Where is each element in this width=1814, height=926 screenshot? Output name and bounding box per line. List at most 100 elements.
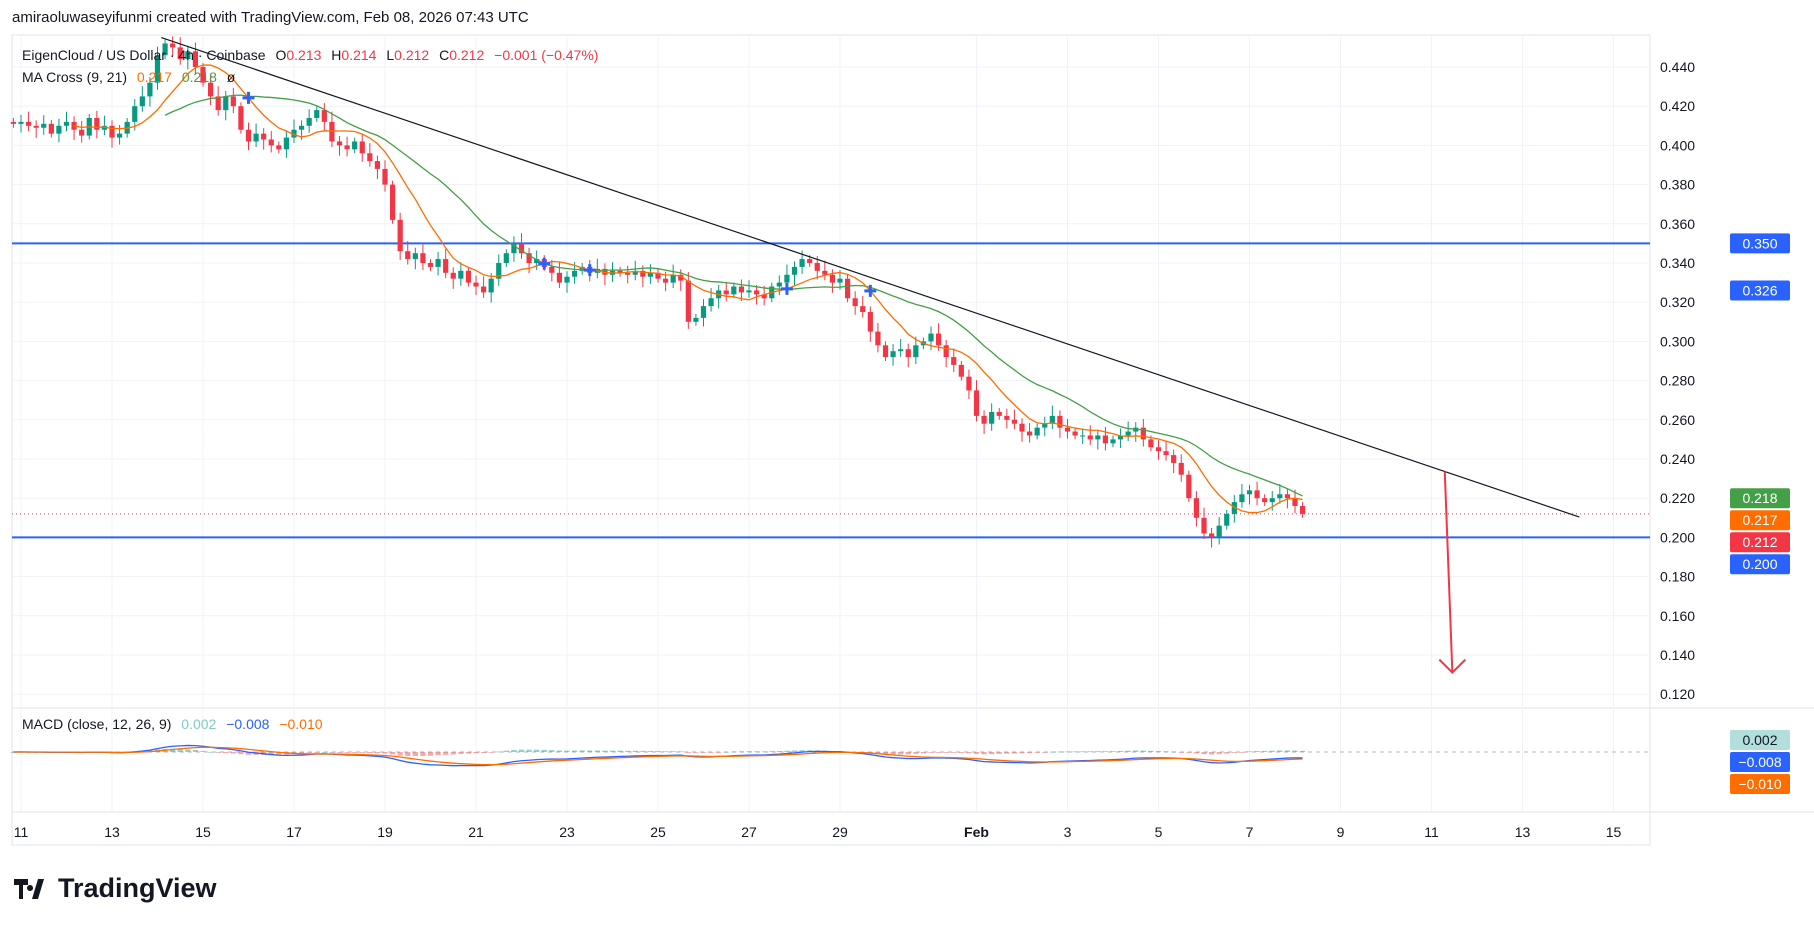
candle-body [200, 67, 206, 83]
tradingview-logo[interactable]: TradingView [14, 873, 217, 904]
macd-badge-bg [1730, 752, 1790, 772]
candle-body [534, 259, 540, 263]
macd-histogram-bar [731, 751, 737, 753]
candle [625, 265, 631, 284]
candle [852, 291, 858, 315]
candle [223, 90, 229, 121]
candle-body [245, 129, 252, 142]
candle [716, 284, 722, 309]
macd-histogram-bar [215, 752, 221, 753]
candle [981, 410, 987, 434]
candle-body [177, 47, 183, 60]
candle-body [640, 270, 646, 277]
ohlc-row: EigenCloud / US Dollar · 4h · Coinbase O… [22, 44, 598, 66]
macd-histogram-bar [966, 752, 972, 754]
candle-body [306, 117, 312, 126]
candle [738, 279, 745, 302]
candle [1049, 405, 1055, 430]
close-label: C [439, 47, 450, 63]
ma-extra-value: ø [226, 69, 236, 85]
chart-attribution: amiraoluwaseyifunmi created with Trading… [12, 9, 529, 26]
candle [170, 36, 176, 57]
candle [238, 102, 244, 134]
candle [480, 276, 487, 298]
candle [71, 116, 77, 140]
candle [1254, 481, 1260, 506]
macd-indicator-name[interactable]: MACD (close, 12, 26, 9) [22, 716, 172, 732]
y-tick-label: 0.360 [1660, 216, 1695, 232]
macd-histogram-bar [609, 750, 616, 752]
ma-indicator-name[interactable]: MA Cross (9, 21) [22, 69, 128, 85]
candle-body [298, 125, 305, 130]
macd-histogram-bar [10, 752, 17, 753]
candle [1125, 421, 1131, 441]
candle [1299, 502, 1306, 518]
macd-histogram-bar [382, 752, 388, 754]
macd-histogram-bar [1193, 752, 1200, 754]
y-tick-label: 0.120 [1660, 686, 1695, 702]
macd-histogram-bar [981, 752, 987, 755]
candle [101, 115, 108, 136]
x-tick-label: 15 [195, 824, 211, 840]
macd-histogram-bar [458, 752, 464, 754]
candle [427, 259, 434, 271]
macd-histogram-bar [207, 751, 214, 753]
macd-histogram-bar [1148, 750, 1154, 752]
candle [306, 109, 312, 133]
macd-histogram-bar [951, 752, 957, 753]
candle [63, 111, 70, 132]
candle [132, 99, 138, 131]
candle [1155, 440, 1162, 460]
price-badge-label: 0.326 [1742, 282, 1777, 298]
macd-histogram-bar [1186, 752, 1192, 753]
candle-body [268, 139, 274, 146]
candle-body [905, 349, 911, 358]
macd-histogram-bar [1155, 751, 1162, 752]
macd-histogram-bar [556, 750, 563, 752]
candle-body [192, 51, 199, 67]
macd-histogram-bar [268, 752, 274, 755]
macd-histogram-bar [761, 751, 767, 753]
candle [245, 122, 252, 151]
macd-histogram-bar [177, 749, 183, 752]
candle-body [261, 133, 267, 140]
candle-body [79, 129, 85, 136]
candle [526, 247, 532, 274]
candle [25, 111, 32, 132]
candle [731, 282, 737, 299]
candle [1095, 429, 1101, 450]
candle [723, 281, 729, 302]
candle [336, 135, 343, 156]
macd-histogram-bar [245, 752, 252, 755]
y-tick-label: 0.260 [1660, 412, 1695, 428]
macd-histogram-bar [1208, 752, 1215, 755]
candle-body [1224, 513, 1230, 526]
candle [253, 123, 259, 147]
macd-histogram-bar [344, 752, 350, 753]
macd-histogram-bar [1163, 751, 1169, 753]
macd-histogram-bar [352, 752, 358, 753]
candle [1087, 425, 1093, 445]
candle-body [1163, 451, 1169, 456]
candle-body [48, 123, 54, 134]
macd-histogram-bar [1269, 750, 1275, 752]
macd-histogram-bar [723, 751, 729, 753]
macd-histogram-bar [746, 751, 752, 753]
candle [405, 241, 411, 265]
macd-histogram-bar [647, 750, 654, 752]
candle-body [1042, 423, 1048, 428]
candle-body [753, 290, 760, 295]
candle-body [344, 145, 350, 150]
price-badge: 0.218 [1730, 488, 1790, 509]
candle [496, 254, 502, 286]
candle-body [336, 141, 343, 146]
macd-histogram-bar [549, 750, 555, 752]
macd-histogram-bar [958, 752, 964, 753]
macd-histogram-bar [397, 752, 403, 756]
macd-histogram-bar [776, 751, 782, 752]
candle [185, 45, 191, 70]
candle [314, 106, 320, 122]
symbol-title[interactable]: EigenCloud / US Dollar · 4h · Coinbase [22, 47, 266, 63]
candle-body [63, 121, 70, 126]
